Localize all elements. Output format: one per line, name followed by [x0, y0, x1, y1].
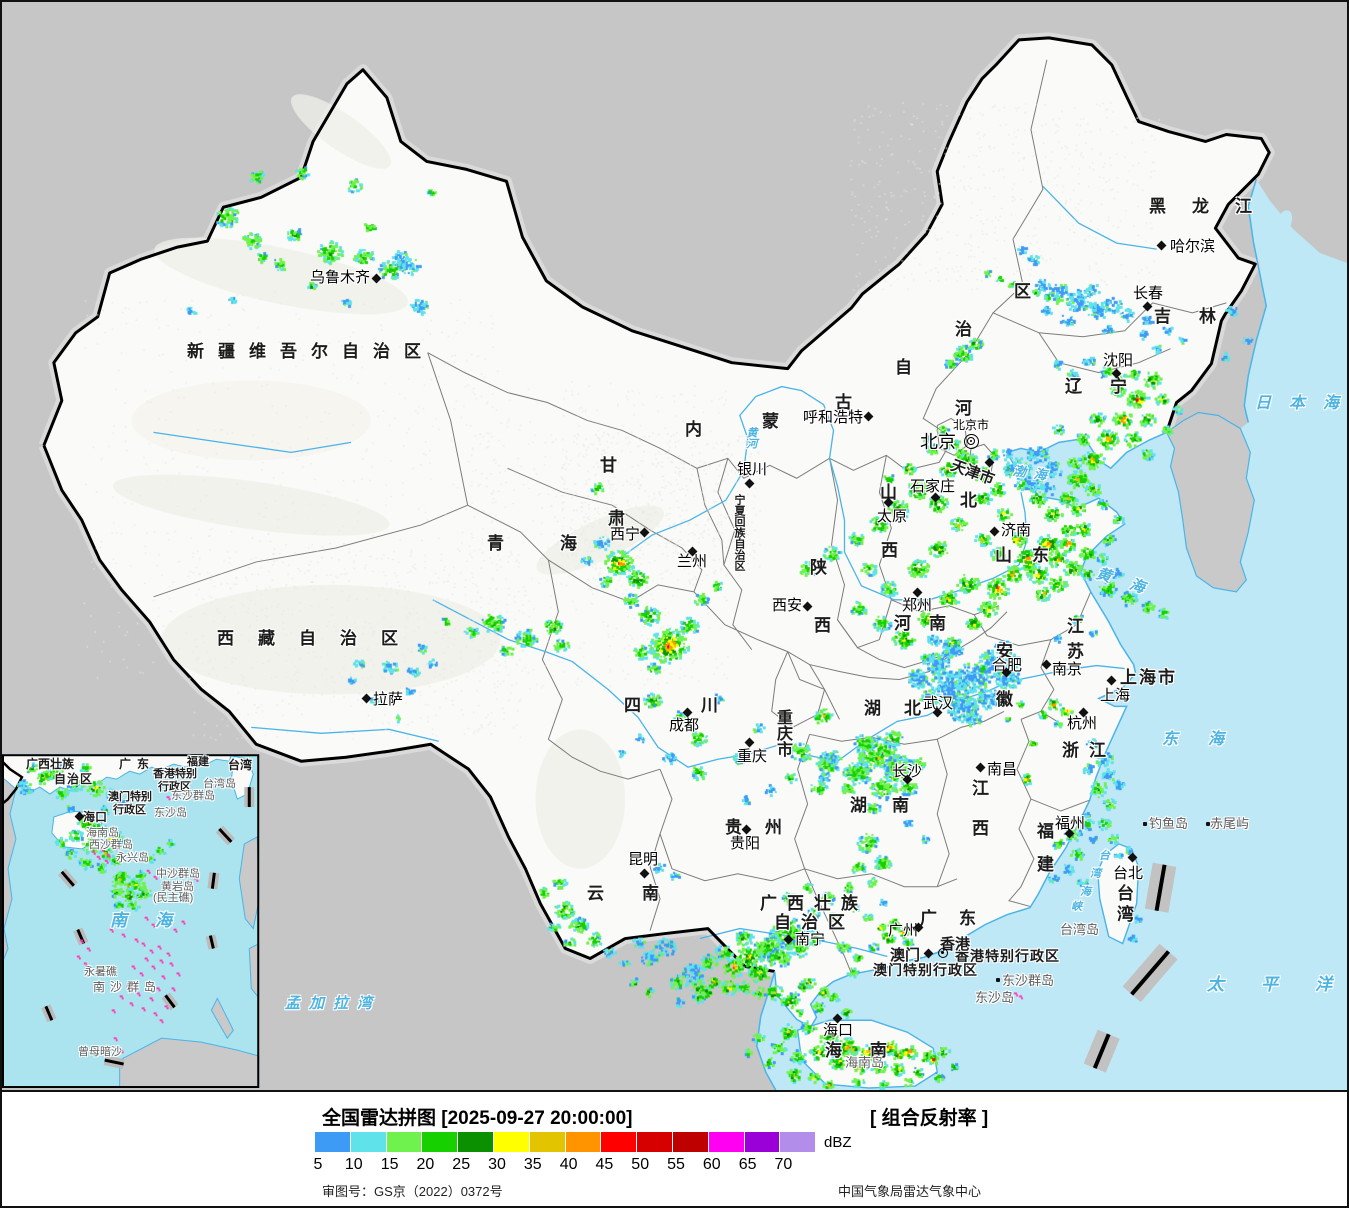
radar-echo-canvas	[2, 2, 1347, 1090]
dbz-color-scale	[315, 1132, 816, 1152]
legend-tick: 65	[738, 1156, 757, 1173]
dbz-unit-label: dBZ	[824, 1134, 852, 1151]
legend-segment	[601, 1132, 637, 1152]
legend-segment	[350, 1132, 386, 1152]
map-review-number: 审图号：GS京（2022）0372号	[322, 1184, 503, 1199]
legend-tick: 25	[452, 1156, 471, 1173]
legend-segment	[493, 1132, 529, 1152]
legend-segment	[744, 1132, 780, 1152]
legend-segment	[708, 1132, 744, 1152]
legend-segment	[458, 1132, 493, 1152]
legend-tick: 50	[631, 1156, 650, 1173]
map-title: 全国雷达拼图 [2025-09-27 20:00:00]	[322, 1108, 633, 1129]
legend-segment	[386, 1132, 422, 1152]
china-radar-map: 黑龙江 吉林 辽宁内蒙古自治区新疆维吾尔自治区 西藏自治区 青海甘肃宁夏回族自治区陕西山…	[2, 2, 1347, 1092]
agency-credit: 中国气象局雷达气象中心	[838, 1184, 982, 1199]
legend-segment	[565, 1132, 601, 1152]
legend-segment	[672, 1132, 708, 1152]
legend-panel: 全国雷达拼图 [2025-09-27 20:00:00] [ 组合反射率 ] d…	[2, 1092, 1347, 1206]
legend-tick: 60	[702, 1156, 721, 1173]
legend-tick: 5	[313, 1156, 323, 1173]
legend-tick: 20	[416, 1156, 435, 1173]
legend-segment	[422, 1132, 458, 1152]
legend-tick: 55	[667, 1156, 685, 1173]
legend-tick: 40	[559, 1156, 578, 1173]
legend-tick: 15	[380, 1156, 399, 1173]
legend-segment	[529, 1132, 565, 1152]
legend-segment	[315, 1132, 350, 1152]
legend-segment	[780, 1132, 816, 1152]
legend-tick: 70	[774, 1156, 793, 1173]
legend-tick: 30	[488, 1156, 506, 1173]
legend-segment	[637, 1132, 672, 1152]
legend-tick: 35	[523, 1156, 542, 1173]
product-label: [ 组合反射率 ]	[870, 1108, 989, 1129]
legend-tick: 45	[595, 1156, 614, 1173]
dbz-scale-ticks: 5 10 15 20 25 30 35 40 45 50 55 60 65 70	[313, 1156, 875, 1176]
legend-tick: 10	[344, 1156, 363, 1173]
